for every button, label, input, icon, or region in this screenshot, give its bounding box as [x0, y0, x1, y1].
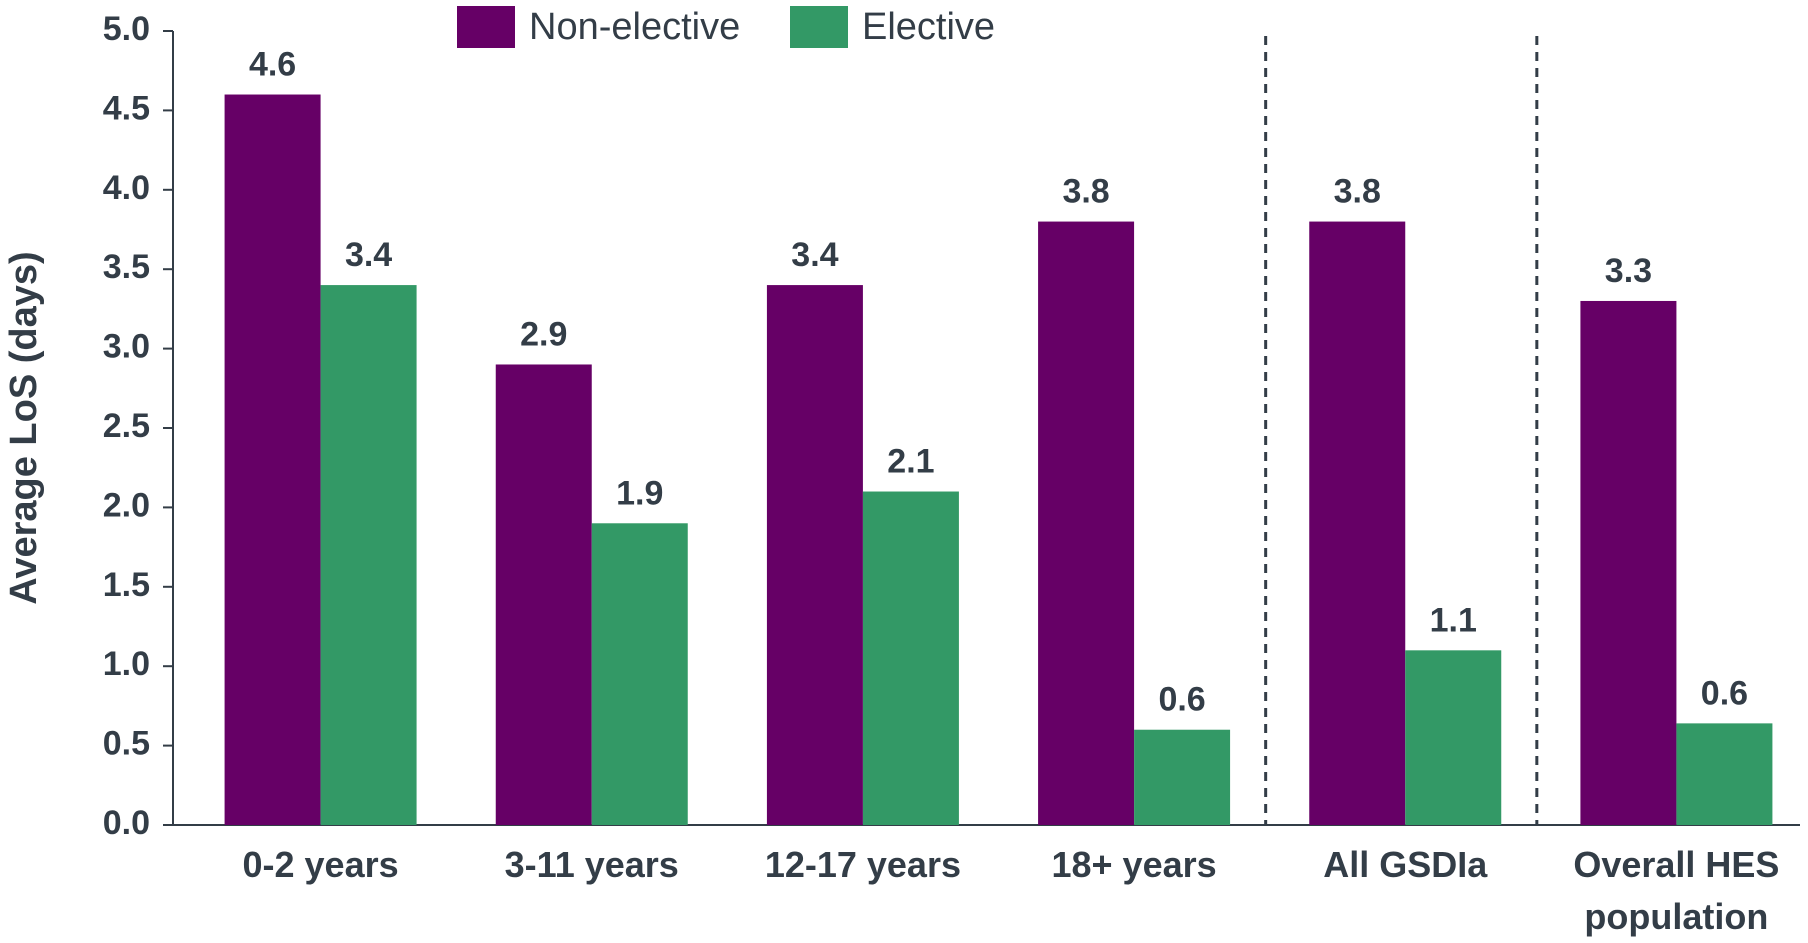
bar — [1405, 650, 1502, 825]
y-tick-label: 2.5 — [103, 407, 150, 445]
bar — [1038, 221, 1135, 825]
value-label: 3.4 — [791, 236, 838, 274]
x-tick-label: 18+ years — [1051, 844, 1217, 885]
bar — [320, 285, 417, 826]
value-label: 1.9 — [616, 474, 663, 512]
y-tick-label: 0.5 — [103, 725, 150, 763]
y-tick-label: 4.0 — [103, 169, 150, 207]
y-tick-label: 3.0 — [103, 328, 150, 366]
value-label: 3.8 — [1334, 173, 1381, 211]
bar — [1676, 723, 1773, 825]
value-label: 1.1 — [1430, 601, 1477, 639]
bar — [1580, 300, 1677, 826]
y-tick-label: 4.5 — [103, 89, 150, 127]
value-label: 3.4 — [345, 236, 392, 274]
value-label: 2.1 — [887, 443, 934, 481]
value-label: 0.6 — [1158, 681, 1205, 719]
y-tick-label: 1.5 — [103, 566, 150, 604]
bar — [862, 491, 959, 825]
y-axis-label: Average LoS (days) — [3, 251, 45, 604]
x-tick-label: 12-17 years — [764, 844, 961, 885]
legend-swatch — [457, 6, 515, 48]
x-tick-label: 0-2 years — [242, 844, 399, 885]
bar — [591, 523, 688, 825]
y-tick-label: 0.0 — [103, 804, 150, 842]
value-label: 2.9 — [520, 315, 567, 353]
legend-label: Elective — [862, 6, 995, 48]
value-label: 3.8 — [1062, 173, 1109, 211]
x-tick-label: Overall HES population — [1573, 844, 1780, 937]
legend-swatch — [790, 6, 848, 48]
value-label: 3.3 — [1605, 252, 1652, 290]
y-tick-label: 1.0 — [103, 645, 150, 683]
x-tick-label: All GSDIa — [1323, 844, 1488, 885]
y-tick-label: 3.5 — [103, 248, 150, 286]
y-tick-label: 5.0 — [103, 10, 150, 48]
bar — [224, 94, 321, 825]
bar — [1134, 729, 1231, 825]
value-label: 4.6 — [249, 46, 296, 84]
legend-label: Non-elective — [529, 6, 740, 48]
bar — [766, 285, 863, 826]
value-label: 0.6 — [1701, 674, 1748, 712]
bar — [1309, 221, 1406, 825]
bar — [495, 364, 592, 825]
x-tick-label: 3-11 years — [504, 844, 679, 885]
y-tick-label: 2.0 — [103, 486, 150, 524]
